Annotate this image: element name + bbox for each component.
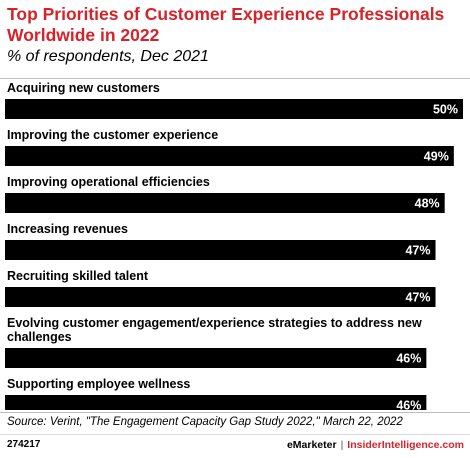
bar-value-label: 46%	[396, 352, 421, 366]
top-divider	[0, 78, 470, 79]
brand-footer: eMarketer | InsiderIntelligence.com	[287, 439, 464, 451]
bar	[5, 348, 427, 368]
bar	[5, 395, 427, 410]
brand-separator: |	[340, 439, 344, 451]
bar-label: Recruiting skilled talent	[7, 269, 149, 283]
bottom-divider	[0, 412, 470, 413]
bar-label: Improving operational efficiencies	[7, 175, 210, 189]
bar-value-label: 50%	[433, 103, 458, 117]
bar-chart: Acquiring new customers 50% Improving the …	[5, 81, 463, 411]
brand-emarketer: eMarketer	[286, 439, 337, 451]
bar	[5, 99, 463, 119]
source-note: Source: Verint, "The Engagement Capacity…	[7, 416, 403, 428]
bar-label: Improving the customer experience	[7, 128, 218, 142]
chart-title: Top Priorities of Customer Experience Pr…	[7, 4, 445, 45]
brand-insider-link[interactable]: InsiderIntelligence.com	[347, 439, 464, 451]
bar	[5, 193, 445, 213]
bar-label: Acquiring new customers	[7, 81, 160, 95]
bar	[5, 146, 454, 166]
bar-label: challenges	[7, 330, 72, 344]
footer-divider	[0, 434, 470, 435]
bar	[5, 240, 436, 260]
chart-subtitle: % of respondents, Dec 2021	[7, 48, 209, 65]
bar-value-label: 47%	[405, 244, 430, 258]
bar-label: Evolving customer engagement/experience …	[7, 316, 422, 330]
bar	[5, 287, 436, 307]
bar-value-label: 47%	[405, 291, 430, 305]
bar-value-label: 48%	[415, 197, 440, 211]
bar-value-label: 46%	[396, 399, 421, 411]
bar-label: Supporting employee wellness	[7, 377, 190, 391]
bar-label: Increasing revenues	[7, 222, 128, 236]
bar-value-label: 49%	[424, 150, 449, 164]
chart-id: 274217	[7, 439, 41, 450]
